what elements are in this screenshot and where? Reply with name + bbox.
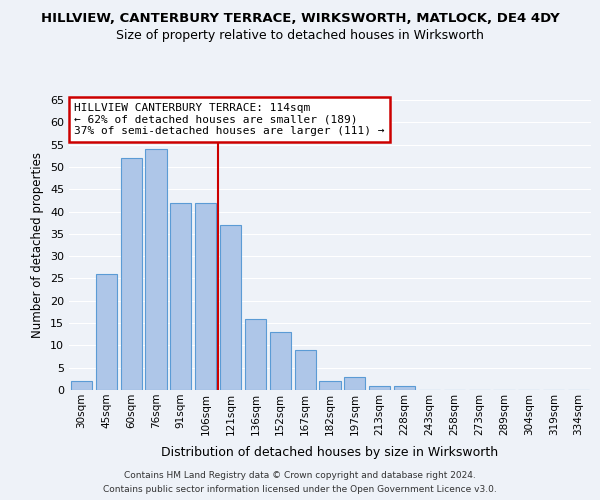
Bar: [71, 381, 92, 390]
Bar: [270, 332, 291, 390]
Text: Contains public sector information licensed under the Open Government Licence v3: Contains public sector information licen…: [103, 484, 497, 494]
Bar: [369, 386, 390, 390]
Bar: [220, 225, 241, 390]
Bar: [195, 202, 216, 390]
Text: Size of property relative to detached houses in Wirksworth: Size of property relative to detached ho…: [116, 29, 484, 42]
Bar: [96, 274, 117, 390]
Text: HILLVIEW, CANTERBURY TERRACE, WIRKSWORTH, MATLOCK, DE4 4DY: HILLVIEW, CANTERBURY TERRACE, WIRKSWORTH…: [41, 12, 559, 26]
Bar: [170, 202, 191, 390]
Text: Contains HM Land Registry data © Crown copyright and database right 2024.: Contains HM Land Registry data © Crown c…: [124, 472, 476, 480]
Text: HILLVIEW CANTERBURY TERRACE: 114sqm
← 62% of detached houses are smaller (189)
3: HILLVIEW CANTERBURY TERRACE: 114sqm ← 62…: [74, 103, 385, 136]
Bar: [145, 149, 167, 390]
Bar: [295, 350, 316, 390]
Bar: [344, 376, 365, 390]
Bar: [394, 386, 415, 390]
X-axis label: Distribution of detached houses by size in Wirksworth: Distribution of detached houses by size …: [161, 446, 499, 459]
Bar: [121, 158, 142, 390]
Bar: [245, 318, 266, 390]
Y-axis label: Number of detached properties: Number of detached properties: [31, 152, 44, 338]
Bar: [319, 381, 341, 390]
